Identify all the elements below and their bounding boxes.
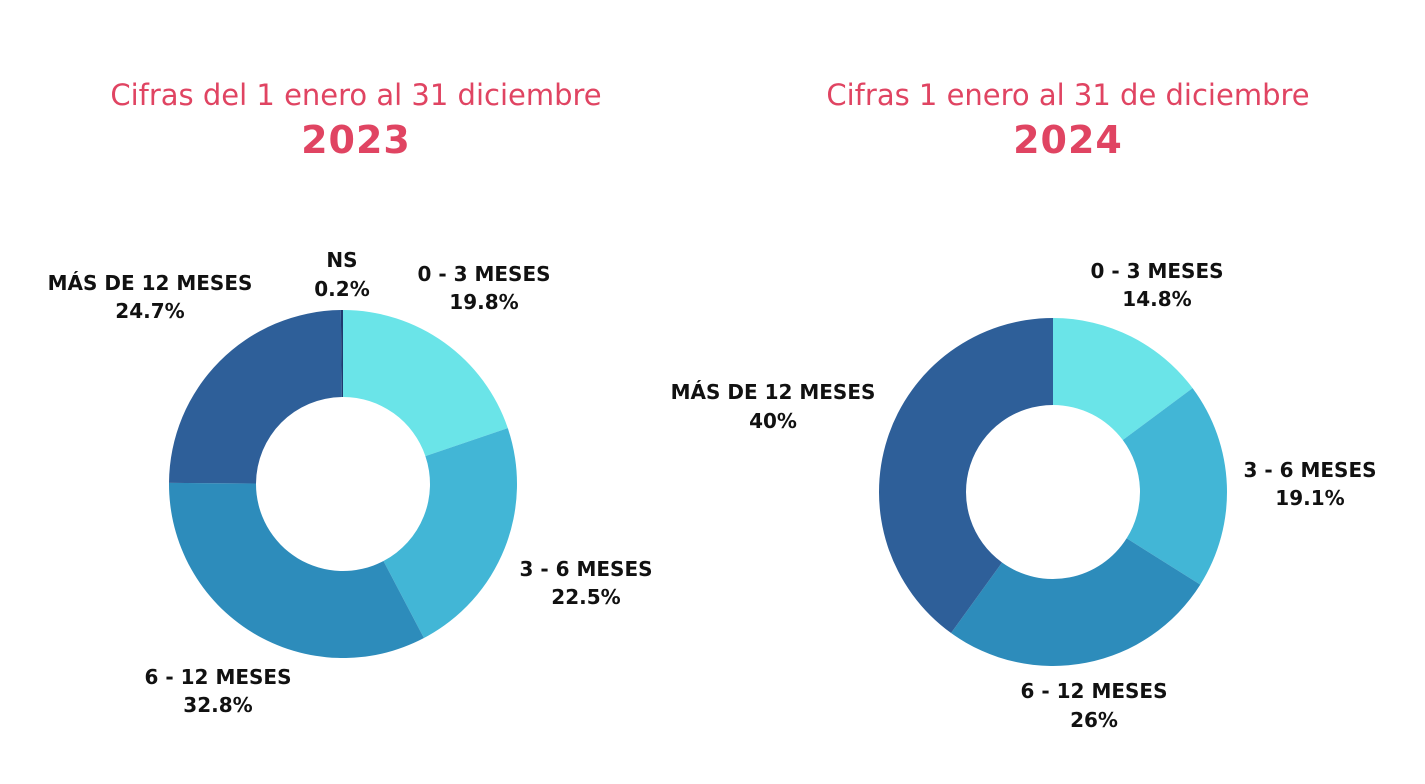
slice-label-2024-1: 3 - 6 MESES: [1243, 458, 1376, 482]
donut-chart-2023: 0 - 3 MESES 19.8% 3 - 6 MESES 22.5% 6 - 12 M…: [48, 248, 653, 717]
chart-2024-subtitle: Cifras 1 enero al 31 de diciembre: [826, 78, 1310, 112]
slice-value-2023-2: 32.8%: [183, 693, 252, 717]
slice-2024-3: [879, 318, 1053, 634]
slice-label-2024-3: MÁS DE 12 MESES: [671, 380, 876, 404]
slice-value-2024-0: 14.8%: [1122, 287, 1191, 311]
slice-label-2023-3: MÁS DE 12 MESES: [48, 271, 253, 295]
chart-2023-subtitle: Cifras del 1 enero al 31 diciembre: [110, 78, 602, 112]
slice-label-2023-4: NS: [326, 248, 357, 272]
slice-label-2023-2: 6 - 12 MESES: [145, 665, 292, 689]
chart-2024-panel: Cifras 1 enero al 31 de diciembre 2024 0…: [671, 0, 1424, 784]
slice-label-2023-0: 0 - 3 MESES: [417, 262, 550, 286]
slice-2024-2: [951, 538, 1201, 666]
slice-2023-4: [340, 310, 343, 398]
slice-2023-3: [169, 310, 342, 484]
slice-value-2023-3: 24.7%: [115, 299, 184, 323]
slice-value-2023-0: 19.8%: [449, 290, 518, 314]
slice-value-2023-1: 22.5%: [551, 585, 620, 609]
donut-chart-2024: 0 - 3 MESES 14.8% 3 - 6 MESES 19.1% 6 - 12 M…: [671, 259, 1377, 732]
chart-2024-title: 2024: [1013, 118, 1123, 162]
slice-label-2024-2: 6 - 12 MESES: [1021, 679, 1168, 703]
slice-2024-0: [1053, 318, 1193, 441]
slice-label-2023-1: 3 - 6 MESES: [519, 557, 652, 581]
slice-2023-2: [168, 482, 424, 658]
slice-value-2024-3: 40%: [749, 409, 797, 433]
chart-2023-panel: Cifras del 1 enero al 31 diciembre 2023 …: [0, 0, 712, 784]
slice-2023-1: [383, 428, 517, 639]
slice-label-2024-0: 0 - 3 MESES: [1090, 259, 1223, 283]
slice-value-2023-4: 0.2%: [314, 277, 369, 301]
slice-2024-1: [1122, 388, 1227, 585]
chart-2023-title: 2023: [301, 118, 411, 162]
slice-2023-0: [343, 310, 508, 457]
slice-value-2024-2: 26%: [1070, 708, 1118, 732]
slice-value-2024-1: 19.1%: [1275, 486, 1344, 510]
